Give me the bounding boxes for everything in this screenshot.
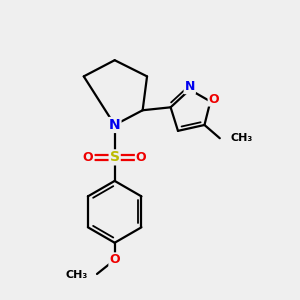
Text: N: N xyxy=(109,118,121,132)
Text: CH₃: CH₃ xyxy=(65,270,88,280)
Text: O: O xyxy=(110,253,120,266)
Text: O: O xyxy=(136,151,146,164)
Text: CH₃: CH₃ xyxy=(230,133,252,142)
Text: N: N xyxy=(184,80,195,93)
Text: O: O xyxy=(83,151,94,164)
Text: S: S xyxy=(110,150,120,164)
Text: O: O xyxy=(208,93,219,106)
